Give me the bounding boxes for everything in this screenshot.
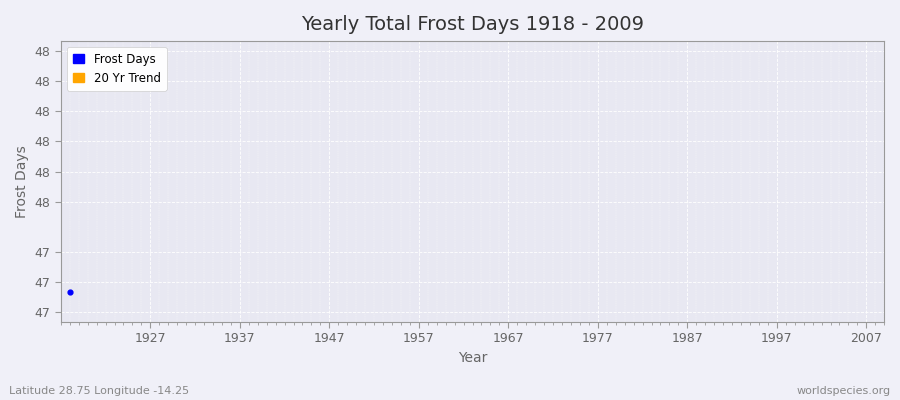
X-axis label: Year: Year xyxy=(458,351,487,365)
Text: worldspecies.org: worldspecies.org xyxy=(796,386,891,396)
Y-axis label: Frost Days: Frost Days xyxy=(15,145,29,218)
Legend: Frost Days, 20 Yr Trend: Frost Days, 20 Yr Trend xyxy=(67,47,166,91)
Title: Yearly Total Frost Days 1918 - 2009: Yearly Total Frost Days 1918 - 2009 xyxy=(301,15,644,34)
Point xyxy=(63,289,77,295)
Text: Latitude 28.75 Longitude -14.25: Latitude 28.75 Longitude -14.25 xyxy=(9,386,189,396)
